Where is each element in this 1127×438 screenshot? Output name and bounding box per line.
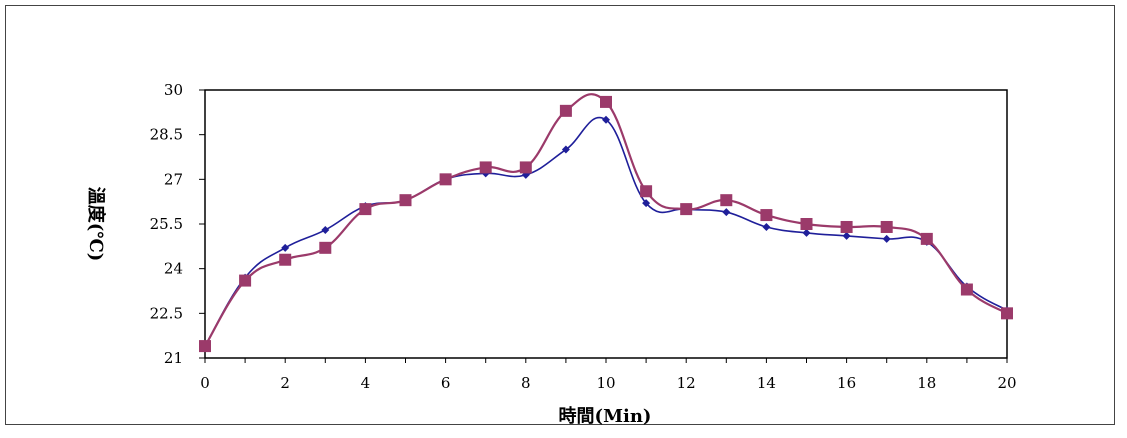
- series-2-point: [439, 173, 452, 186]
- series-2-point: [600, 95, 612, 108]
- y-tick-label: 28.5: [150, 126, 183, 144]
- series-1-point: [802, 228, 811, 237]
- x-tick-label: 16: [837, 374, 856, 392]
- series-2-point: [399, 194, 412, 207]
- x-tick-label: 6: [441, 374, 451, 392]
- series-2-point: [640, 185, 653, 198]
- series-1-point: [842, 231, 851, 240]
- x-axis-label: 時間(Min): [559, 406, 652, 427]
- series-2-point: [920, 232, 933, 245]
- series-2-point: [359, 203, 372, 216]
- x-axis: 0 2 4 6 8 10 12 14 16 18 20: [200, 358, 1017, 392]
- series-group: [199, 93, 1013, 353]
- y-tick-label: 25.5: [150, 215, 183, 233]
- series-2-point: [559, 104, 572, 117]
- series-2-point: [479, 161, 492, 174]
- x-tick-label: 20: [997, 374, 1016, 392]
- x-tick-label: 2: [280, 374, 290, 392]
- series-2-point: [519, 161, 532, 174]
- series-2-point: [279, 253, 292, 266]
- series-2-point: [880, 220, 893, 233]
- y-axis-label: 溫度(℃): [85, 187, 107, 262]
- series-1-point: [602, 115, 610, 124]
- plot-area: [204, 89, 1008, 359]
- series-2-point: [800, 218, 813, 230]
- series-2-point: [720, 194, 733, 207]
- y-axis: 21 22.5 24 25.5 27 28.5 30: [150, 81, 205, 367]
- series-1-point: [321, 225, 330, 234]
- x-tick-label: 0: [200, 374, 210, 392]
- series-1-point: [722, 208, 731, 217]
- x-tick-label: 18: [917, 374, 936, 392]
- series-1-point: [882, 234, 891, 243]
- y-tick-label: 24: [164, 260, 183, 278]
- x-tick-label: 4: [361, 374, 371, 392]
- series-2-point: [199, 340, 211, 353]
- series-2-point: [1001, 307, 1013, 320]
- x-tick-label: 10: [596, 374, 615, 392]
- y-tick-label: 30: [164, 81, 183, 99]
- x-tick-label: 12: [677, 374, 696, 392]
- series-2-point: [680, 203, 693, 216]
- y-tick-label: 21: [164, 349, 183, 367]
- series-2-point: [840, 220, 853, 233]
- series-1-point: [762, 222, 771, 231]
- series-1-point: [642, 199, 651, 208]
- series-2-point: [239, 274, 252, 287]
- x-tick-label: 14: [757, 374, 776, 392]
- series-2-point: [760, 209, 773, 222]
- series-2-point: [960, 283, 973, 296]
- series-2-point: [319, 241, 332, 254]
- y-tick-label: 22.5: [150, 304, 183, 322]
- series-1-point: [561, 145, 570, 154]
- series-1-point: [281, 243, 290, 252]
- y-tick-label: 27: [164, 170, 183, 188]
- x-tick-label: 8: [521, 374, 531, 392]
